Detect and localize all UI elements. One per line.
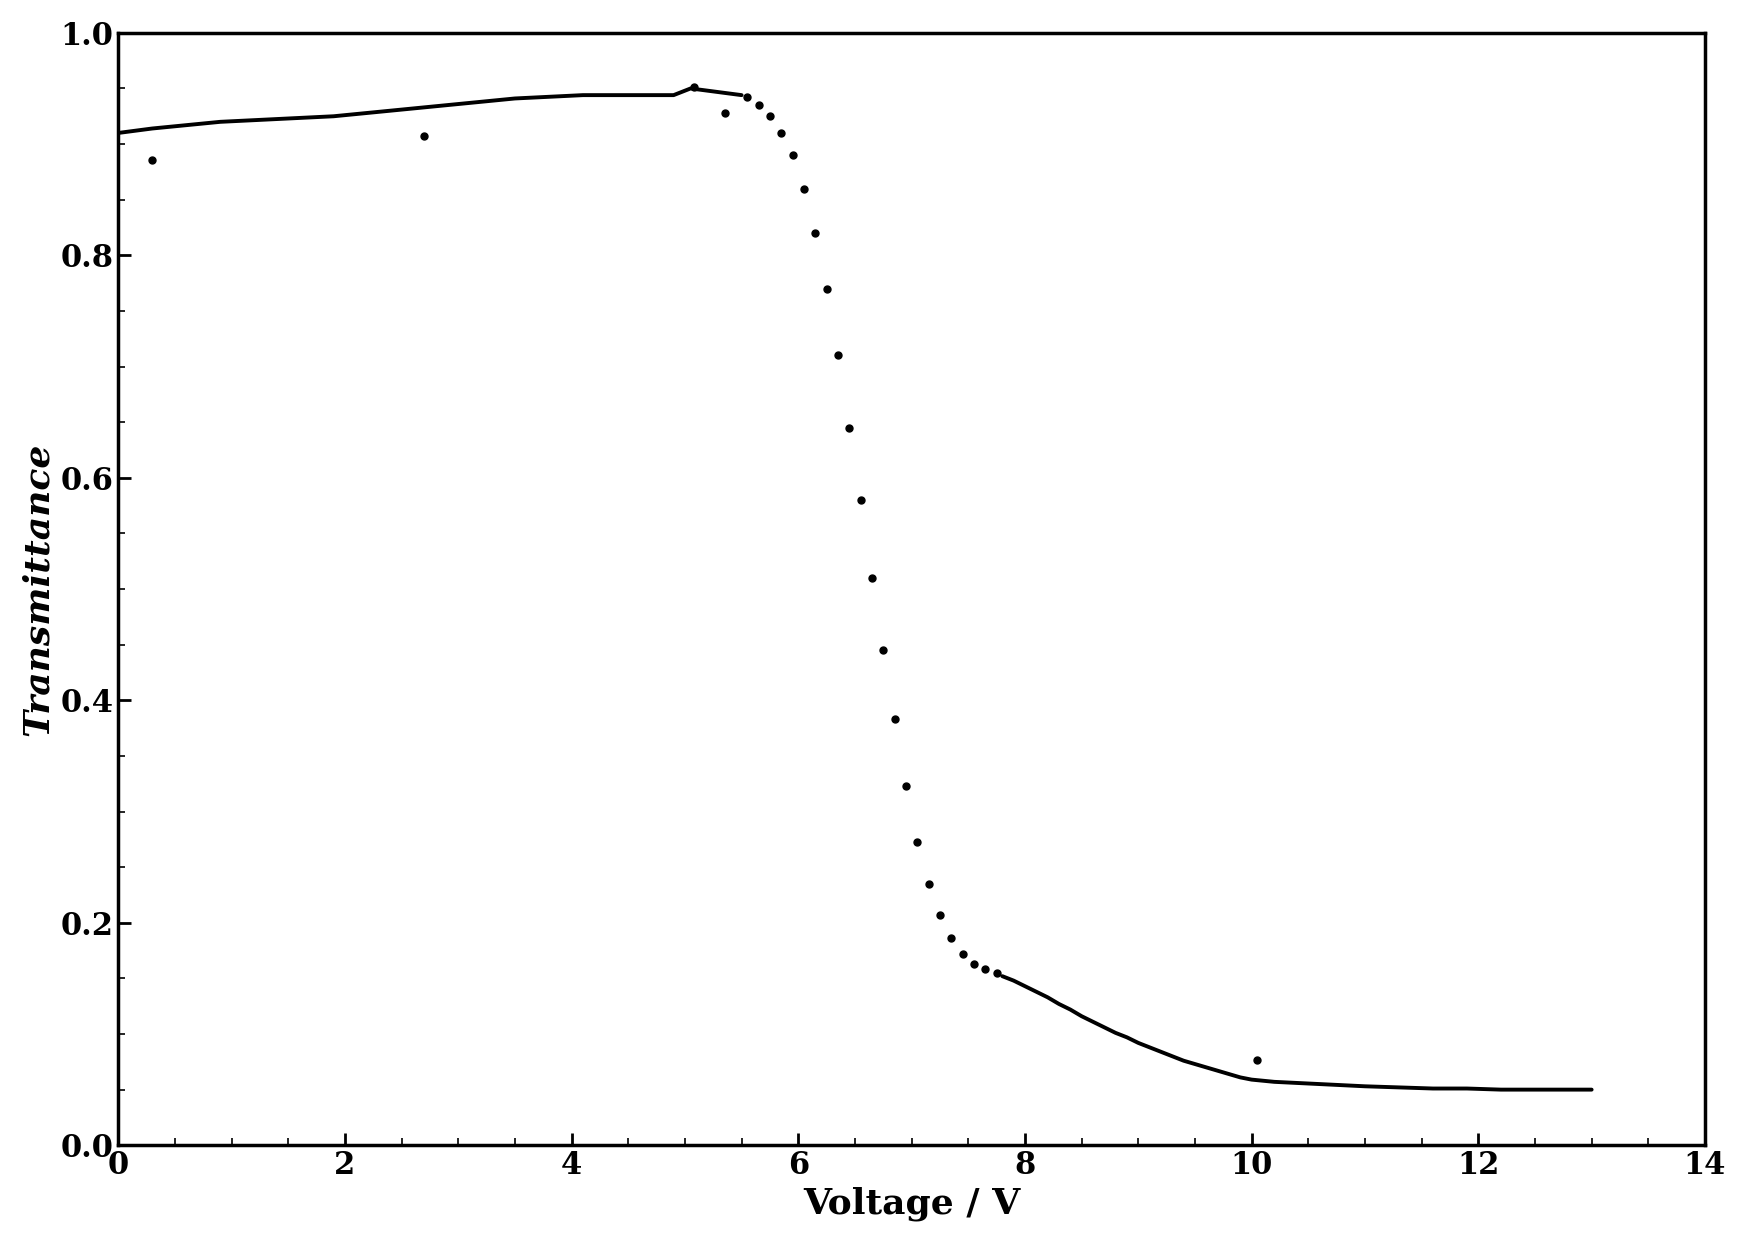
Y-axis label: Transmittance: Transmittance	[21, 442, 54, 735]
X-axis label: Voltage / V: Voltage / V	[804, 1186, 1020, 1221]
